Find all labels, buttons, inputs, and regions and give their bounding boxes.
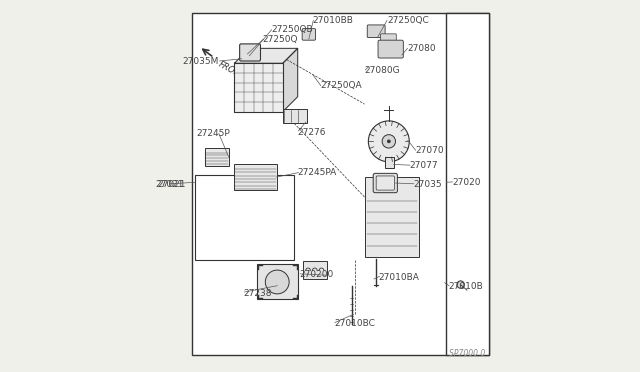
Circle shape <box>382 135 396 148</box>
Text: 27250Q: 27250Q <box>262 35 298 44</box>
Text: 27021: 27021 <box>156 180 184 189</box>
Bar <box>191 13 489 355</box>
Text: 27035M: 27035M <box>182 57 219 66</box>
Bar <box>303 261 328 279</box>
Text: 27238: 27238 <box>244 289 272 298</box>
FancyBboxPatch shape <box>381 34 396 45</box>
Text: SP7000 0: SP7000 0 <box>449 349 486 358</box>
Circle shape <box>369 121 410 162</box>
Bar <box>205 148 229 166</box>
Bar <box>195 175 294 260</box>
Text: 27010BB: 27010BB <box>312 16 353 25</box>
Bar <box>447 13 489 355</box>
Text: FRONT: FRONT <box>216 60 246 81</box>
Text: 27250QB: 27250QB <box>271 25 313 34</box>
Text: 27021: 27021 <box>157 180 186 189</box>
FancyBboxPatch shape <box>365 177 419 257</box>
Text: 27070: 27070 <box>415 146 444 155</box>
Text: 27250QA: 27250QA <box>320 81 362 90</box>
Bar <box>385 157 394 168</box>
Text: 27020: 27020 <box>452 178 481 187</box>
Polygon shape <box>234 48 298 63</box>
Text: 27010BA: 27010BA <box>379 273 420 282</box>
FancyBboxPatch shape <box>378 40 403 58</box>
Text: 27010BC: 27010BC <box>334 319 375 328</box>
Polygon shape <box>283 48 298 112</box>
Text: 27010B: 27010B <box>449 282 483 291</box>
Text: 27276: 27276 <box>298 128 326 137</box>
Circle shape <box>457 281 465 288</box>
Bar <box>234 63 283 112</box>
FancyBboxPatch shape <box>302 29 316 40</box>
Text: 27245P: 27245P <box>196 129 230 138</box>
Text: 27077: 27077 <box>410 161 438 170</box>
FancyBboxPatch shape <box>367 25 385 38</box>
Text: 27245PA: 27245PA <box>298 169 337 177</box>
FancyBboxPatch shape <box>373 173 397 193</box>
Text: 27035: 27035 <box>413 180 442 189</box>
Circle shape <box>387 140 390 143</box>
FancyBboxPatch shape <box>376 176 394 190</box>
Text: 27080: 27080 <box>408 44 436 53</box>
Text: 27080G: 27080G <box>365 66 400 75</box>
Text: 270200: 270200 <box>300 270 334 279</box>
Text: 27250QC: 27250QC <box>387 16 429 25</box>
Bar <box>234 164 277 190</box>
Bar <box>283 109 307 123</box>
Circle shape <box>266 270 289 294</box>
FancyBboxPatch shape <box>239 44 260 61</box>
Bar <box>257 264 298 299</box>
